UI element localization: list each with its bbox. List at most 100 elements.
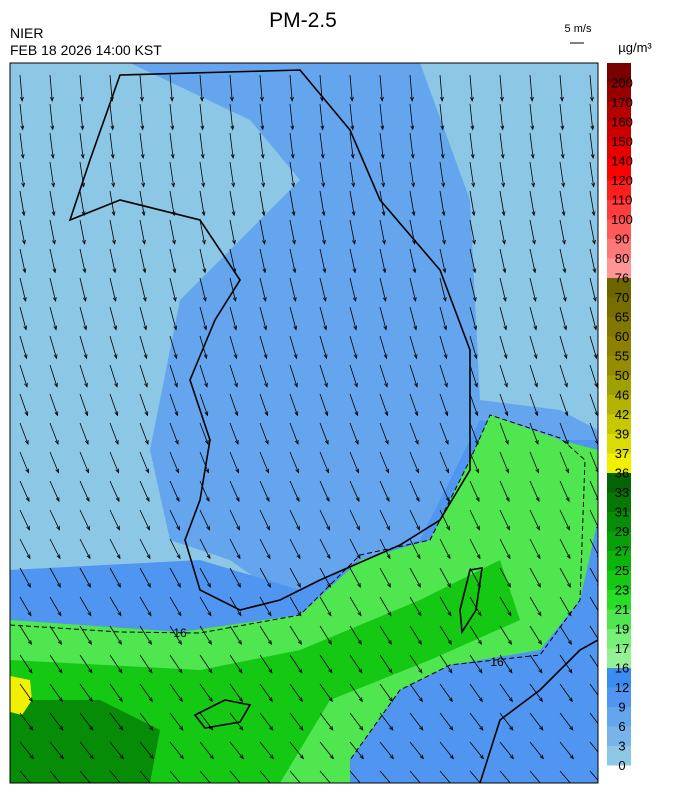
wind-arrow [499,654,513,673]
wind-arrow [379,683,393,702]
wind-arrow-head [178,697,183,703]
wind-arrow-head [54,382,58,388]
wind-arrow [109,480,120,502]
wind-arrow-head [145,468,149,474]
wind-arrow-head [418,697,423,703]
wind-arrow-head [89,754,94,760]
wind-arrow-head [25,468,29,474]
wind-arrow [19,74,23,101]
wind-arrow [529,335,537,359]
wind-arrow [19,683,33,702]
wind-arrow [439,625,452,645]
wind-arrow-head [413,354,418,360]
wind-arrow [139,770,151,783]
wind-arrow [409,190,415,216]
wind-arrow [19,103,24,130]
wind-arrow [49,219,56,244]
wind-arrow [109,683,123,702]
wind-arrow-head [82,297,87,303]
wind-arrow-head [290,154,295,160]
wind-arrow [289,712,304,731]
wind-arrow-head [593,354,598,360]
wind-arrow-head [322,268,327,274]
wind-arrow [409,712,424,731]
wind-arrow-head [590,154,595,160]
wind-arrow-head [358,697,363,703]
wind-arrow [349,248,356,273]
colorbar-box [607,648,631,668]
wind-arrow [529,393,538,416]
wind-arrow-head [379,96,384,102]
wind-arrow-head [384,382,388,388]
wind-arrow-head [237,582,241,588]
wind-arrow [379,277,386,302]
wind-arrow [19,567,31,588]
wind-arrow [559,306,567,330]
colorbar-box [607,277,631,298]
wind-arrow [409,654,423,673]
colorbar-label: 100 [611,212,633,227]
wind-arrow [349,364,358,387]
wind-arrow [169,712,184,731]
wind-arrow-head [502,239,506,245]
wind-arrow-head [27,611,32,617]
wind-arrow [409,567,421,588]
wind-arrow-head [146,525,150,531]
wind-arrow [439,596,452,616]
wind-arrow-head [292,268,297,274]
wind-arrow-head [259,96,264,102]
wind-arrow [319,335,327,359]
wind-arrow [259,393,268,416]
wind-arrow [319,393,328,416]
wind-arrow-head [50,125,55,131]
wind-arrow-head [173,325,178,331]
wind-arrow [199,190,205,216]
japan-coast [479,639,598,783]
wind-arrow [499,277,506,302]
wind-arrow-head [443,354,448,360]
colorbar-box [607,199,631,220]
wind-arrow [169,480,180,502]
wind-arrow [229,451,239,473]
wind-arrow [229,132,234,159]
wind-arrow [79,567,91,588]
wind-arrow [229,712,244,731]
wind-arrow-head [150,783,154,787]
wind-arrow-head [390,783,394,787]
wind-arrow-head [270,783,274,787]
wind-arrow [469,625,482,645]
wind-arrow-head [293,325,298,331]
wind-arrow-head [415,468,419,474]
wind-arrow [499,451,509,473]
wind-arrow-head [291,182,296,188]
wind-arrow-head [353,325,358,331]
wind-arrow [19,422,29,445]
wind-arrow [169,277,176,302]
wind-arrow [289,219,296,244]
wind-arrow [289,509,300,530]
wind-arrow [229,190,235,216]
wind-arrow [409,161,415,187]
wind-arrow [379,74,383,101]
wind-arrow-head [530,154,535,160]
wind-arrow [379,393,388,416]
wind-arrow [559,277,566,302]
wind-arrow [349,741,364,759]
wind-arrow-head [111,182,116,188]
colorbar-box [607,316,631,337]
wind-arrow [349,219,356,244]
wind-arrow [499,248,506,273]
wind-arrow [319,248,326,273]
wind-arrow [169,683,183,702]
wind-arrow-head [232,239,236,245]
wind-arrow-head [209,754,214,760]
wind-arrow-head [568,697,573,703]
wind-arrow-head [24,382,28,388]
wind-arrow-head [207,582,211,588]
colorbar-label: 6 [618,719,625,734]
wind-arrow-head [355,497,360,503]
wind-arrow [19,538,31,559]
wind-arrow-head [239,725,244,731]
wind-arrow [439,480,450,502]
wind-arrow [49,770,61,783]
